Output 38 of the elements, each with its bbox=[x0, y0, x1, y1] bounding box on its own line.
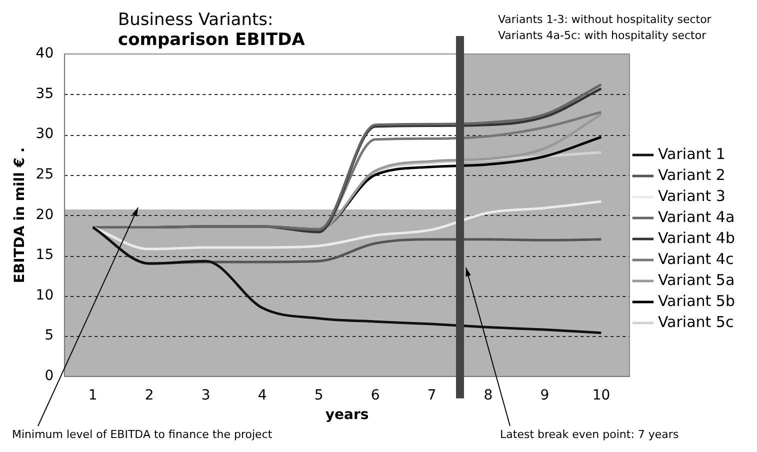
x-tick-label: 3 bbox=[201, 387, 210, 404]
x-tick-label: 2 bbox=[144, 387, 154, 404]
y-axis-title: EBITDA in mill € . bbox=[12, 147, 28, 284]
legend-label: Variant 4a bbox=[658, 208, 735, 226]
y-tick-label: 10 bbox=[36, 287, 54, 304]
x-tick-label: 5 bbox=[314, 387, 324, 404]
y-tick-label: 15 bbox=[36, 247, 54, 264]
ref-line-label: Latest break even point: 7 years bbox=[500, 428, 679, 441]
band-label: Minimum level of EBITDA to finance the project bbox=[12, 428, 273, 441]
line-series bbox=[92, 200, 602, 250]
legend-label: Variant 2 bbox=[658, 166, 726, 184]
x-tick-label: 7 bbox=[427, 387, 436, 404]
x-tick-label: 8 bbox=[484, 387, 493, 404]
x-tick-label: 9 bbox=[540, 387, 550, 404]
y-tick-label: 30 bbox=[36, 126, 54, 142]
x-tick-label: 1 bbox=[88, 387, 98, 404]
chart-subtitle: comparison EBITDA bbox=[118, 30, 306, 50]
x-axis-title: years bbox=[325, 407, 369, 424]
x-tick-label: 10 bbox=[592, 387, 610, 404]
y-tick-label: 25 bbox=[36, 166, 54, 183]
legend-label: Variant 5a bbox=[658, 270, 735, 289]
y-tick-label: 0 bbox=[44, 368, 54, 384]
legend-label: Variant 3 bbox=[658, 186, 726, 205]
text: Variants 1-3: without hospitality sector bbox=[498, 13, 712, 26]
legend-label: Variant 5c bbox=[658, 312, 734, 331]
y-tick-label: 20 bbox=[36, 206, 54, 223]
y-tick-label: 40 bbox=[36, 46, 54, 62]
legend-label: Variant 1 bbox=[658, 144, 726, 163]
legend-label: Variant 5b bbox=[658, 292, 736, 310]
y-tick-label: 5 bbox=[44, 328, 54, 344]
x-tick-label: 4 bbox=[258, 387, 267, 404]
text: Variants 4a-5c: with hospitality sector bbox=[498, 29, 707, 42]
y-tick-label: 35 bbox=[36, 86, 54, 102]
line-series bbox=[92, 226, 602, 334]
chart-title: Business Variants: bbox=[118, 10, 274, 30]
legend-label: Variant 4b bbox=[658, 228, 736, 247]
legend-label: Variant 4c bbox=[658, 250, 734, 268]
x-tick-label: 6 bbox=[370, 387, 380, 404]
